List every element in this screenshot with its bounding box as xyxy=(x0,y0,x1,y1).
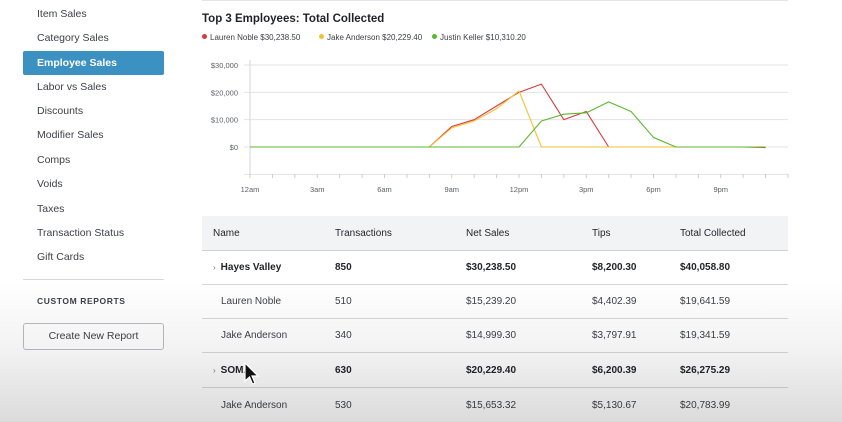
legend-label: Justin Keller $10,310.20 xyxy=(440,33,526,42)
x-tick-label: 6am xyxy=(377,185,392,194)
table-row-group[interactable]: › Hayes Valley 850 $30,238.50 $8,200.30 $… xyxy=(202,251,788,285)
sidebar-item-modifier-sales[interactable]: Modifier Sales xyxy=(37,129,104,141)
x-tick-label: 12pm xyxy=(510,185,529,194)
row-transactions: 630 xyxy=(335,365,352,376)
chevron-right-icon[interactable]: › xyxy=(213,366,216,375)
column-header-name[interactable]: Name xyxy=(213,228,240,239)
row-net-sales: $20,229.40 xyxy=(466,365,517,376)
sidebar-item-transaction-status[interactable]: Transaction Status xyxy=(37,227,125,239)
sidebar-item-discounts[interactable]: Discounts xyxy=(37,105,84,117)
x-tick-label: 12am xyxy=(241,185,260,194)
row-tips: $6,200.39 xyxy=(592,365,637,376)
column-header-total-collected[interactable]: Total Collected xyxy=(680,228,746,239)
report-sidebar: Item Sales Category Sales Employee Sales… xyxy=(0,0,186,422)
row-name: Lauren Noble xyxy=(221,296,282,307)
row-net-sales: $15,239.20 xyxy=(466,296,517,307)
column-header-tips[interactable]: Tips xyxy=(592,228,611,239)
legend-item-lauren-noble[interactable]: Lauren Noble $30,238.50 xyxy=(202,33,300,42)
row-net-sales: $30,238.50 xyxy=(466,262,517,273)
x-tick-label: 9pm xyxy=(713,185,728,194)
column-header-net-sales[interactable]: Net Sales xyxy=(466,228,510,239)
chevron-right-icon[interactable]: › xyxy=(213,263,216,272)
sidebar-item-comps[interactable]: Comps xyxy=(37,154,71,166)
y-tick-label: $30,000 xyxy=(211,61,238,70)
legend-dot-icon xyxy=(432,34,437,39)
row-tips: $3,797.91 xyxy=(592,330,637,341)
mouse-pointer-icon xyxy=(244,362,260,385)
x-tick-label: 9am xyxy=(444,185,459,194)
row-transactions: 510 xyxy=(335,296,352,307)
row-transactions: 340 xyxy=(335,330,352,341)
employee-sales-line-chart: $30,000 $20,000 $10,000 $0 12am 3am 6am 9am 12p… xyxy=(211,60,789,194)
row-net-sales: $15,653.32 xyxy=(466,400,517,411)
row-name-cell: › SOMA xyxy=(213,354,251,388)
row-total-collected: $40,058.80 xyxy=(680,262,731,273)
table-row[interactable]: Lauren Noble 510 $15,239.20 $4,402.39 $1… xyxy=(202,285,788,319)
sidebar-divider xyxy=(23,279,164,280)
sidebar-item-voids[interactable]: Voids xyxy=(37,178,63,190)
sidebar-item-item-sales[interactable]: Item Sales xyxy=(37,8,87,20)
series-line-lauren-noble[interactable] xyxy=(250,83,766,149)
chart-title: Top 3 Employees: Total Collected xyxy=(202,13,385,25)
x-tick-label: 6pm xyxy=(646,185,661,194)
table-row[interactable]: Jake Anderson 530 $15,653.32 $5,130.67 $… xyxy=(202,389,788,422)
top-divider xyxy=(202,0,788,1)
row-tips: $4,402.39 xyxy=(592,296,637,307)
row-name-cell: › Hayes Valley xyxy=(213,251,281,285)
row-transactions: 850 xyxy=(335,262,352,273)
table-row[interactable]: Jake Anderson 340 $14,999.30 $3,797.91 $… xyxy=(202,319,788,353)
legend-dot-icon xyxy=(319,34,324,39)
custom-reports-heading: CUSTOM REPORTS xyxy=(37,296,126,306)
create-new-report-button[interactable]: Create New Report xyxy=(23,323,164,350)
x-tick-label: 3am xyxy=(310,185,325,194)
table-row-group[interactable]: › SOMA 630 $20,229.40 $6,200.39 $26,275.2… xyxy=(202,354,788,388)
row-name: Jake Anderson xyxy=(221,330,288,341)
row-tips: $5,130.67 xyxy=(592,400,637,411)
y-tick-label: $10,000 xyxy=(211,116,238,125)
row-total-collected: $19,341.59 xyxy=(680,330,731,341)
y-tick-label: $20,000 xyxy=(211,88,238,97)
legend-item-jake-anderson[interactable]: Jake Anderson $20,229.40 xyxy=(319,33,422,42)
sidebar-item-category-sales[interactable]: Category Sales xyxy=(37,32,109,44)
table-header: Name Transactions Net Sales Tips Total C… xyxy=(202,216,788,251)
row-tips: $8,200.30 xyxy=(592,262,637,273)
series-line-justin-keller[interactable] xyxy=(250,101,766,148)
legend-label: Jake Anderson $20,229.40 xyxy=(327,33,423,42)
row-total-collected: $20,783.99 xyxy=(680,400,731,411)
sidebar-item-employee-sales[interactable]: Employee Sales xyxy=(23,51,164,75)
legend-item-justin-keller[interactable]: Justin Keller $10,310.20 xyxy=(432,33,526,42)
row-name: Jake Anderson xyxy=(221,400,288,411)
row-total-collected: $19,641.59 xyxy=(680,296,731,307)
sidebar-item-labor-vs-sales[interactable]: Labor vs Sales xyxy=(37,81,107,93)
row-transactions: 530 xyxy=(335,400,352,411)
column-header-transactions[interactable]: Transactions xyxy=(335,228,392,239)
row-total-collected: $26,275.29 xyxy=(680,365,731,376)
row-net-sales: $14,999.30 xyxy=(466,330,517,341)
sidebar-item-taxes[interactable]: Taxes xyxy=(37,203,65,215)
legend-label: Lauren Noble $30,238.50 xyxy=(210,33,301,42)
legend-dot-icon xyxy=(202,34,207,39)
x-tick-label: 3pm xyxy=(579,185,594,194)
y-tick-label: $0 xyxy=(230,143,238,152)
sidebar-item-gift-cards[interactable]: Gift Cards xyxy=(37,251,85,263)
row-name: SOMA xyxy=(220,365,251,376)
series-line-jake-anderson[interactable] xyxy=(250,90,766,148)
row-name: Hayes Valley xyxy=(220,262,282,273)
